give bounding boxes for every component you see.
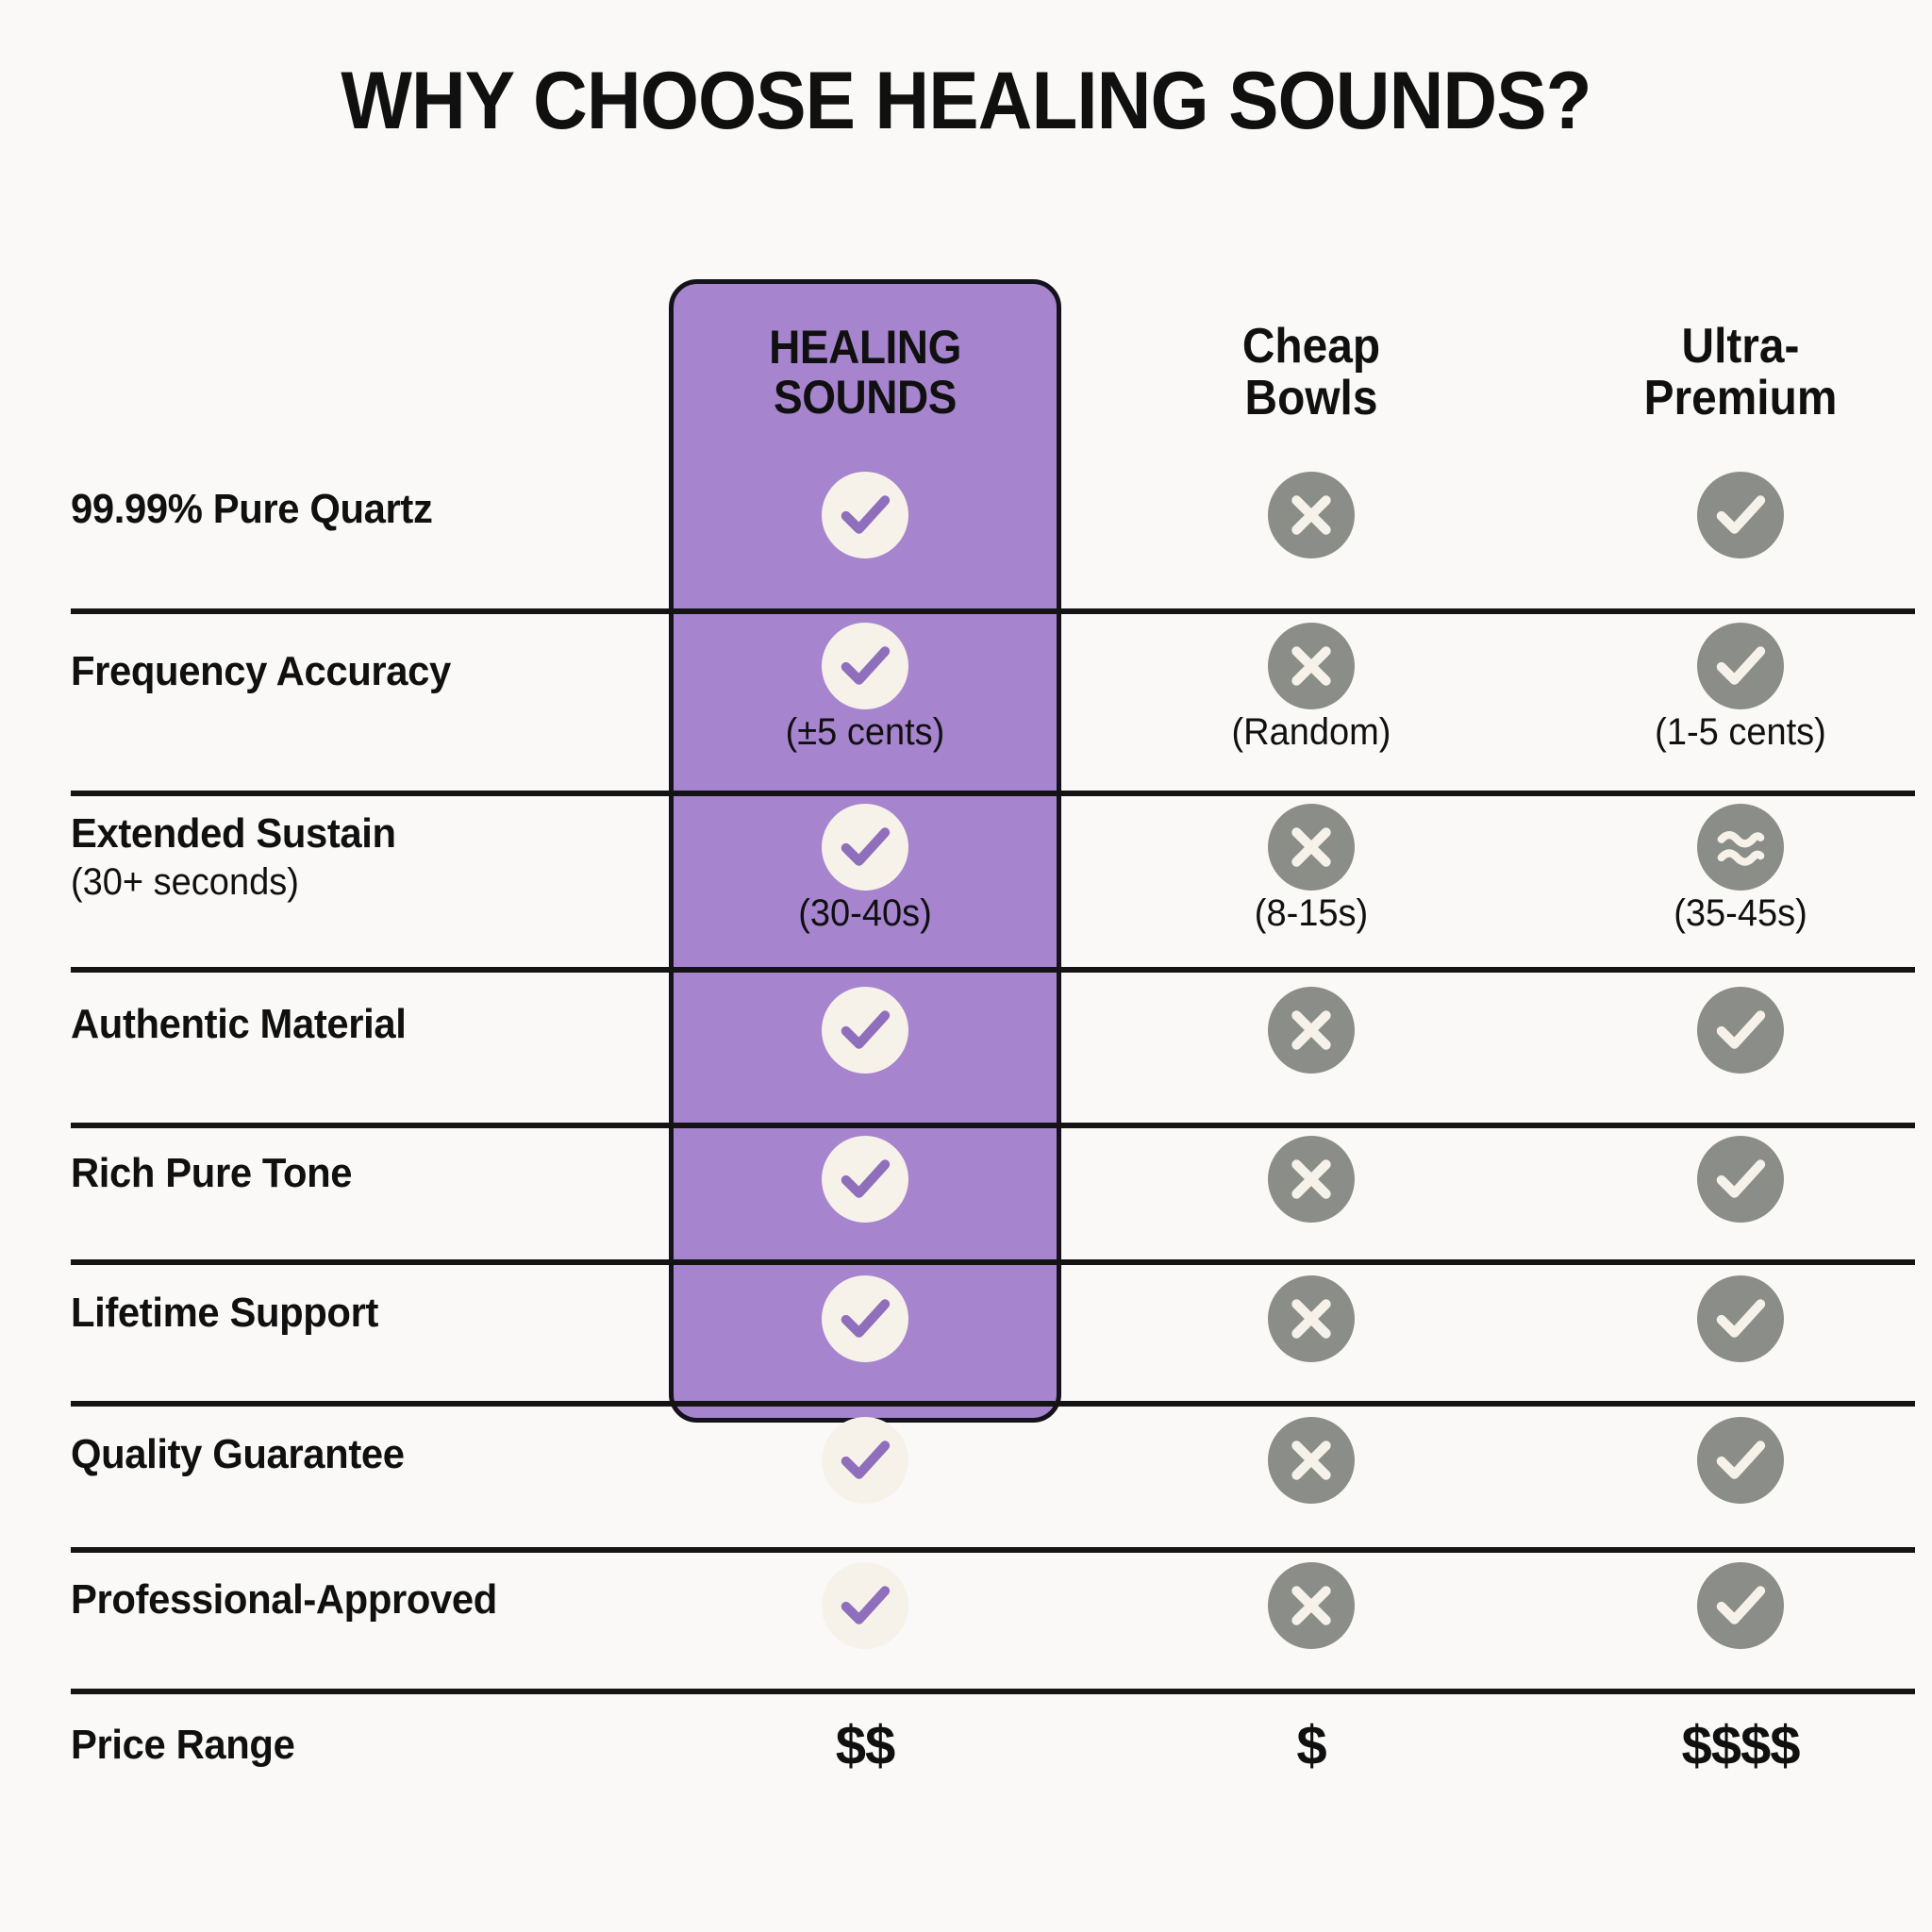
page-title: WHY CHOOSE HEALING SOUNDS? <box>341 56 1591 146</box>
cell-note: (35-45s) <box>1674 892 1807 934</box>
row-divider <box>71 1547 1915 1553</box>
cell-cheap_bowls <box>1113 1136 1509 1223</box>
cell-cheap_bowls: (8-15s) <box>1113 804 1509 934</box>
cell-cheap_bowls <box>1113 1417 1509 1504</box>
row-divider <box>71 791 1915 796</box>
column-header-line1: Cheap <box>1241 319 1381 374</box>
row-label-extended-sustain: Extended Sustain (30+ seconds) <box>71 810 637 904</box>
cell-note: (Random) <box>1231 711 1391 753</box>
row-label-text: Quality Guarantee <box>71 1431 405 1477</box>
column-header-line1: HEALING <box>769 321 961 374</box>
approx-icon <box>1697 804 1784 891</box>
row-label-text: Lifetime Support <box>71 1290 378 1336</box>
column-header-line2: Premium <box>1643 371 1838 426</box>
cell-note: (1-5 cents) <box>1655 711 1826 753</box>
cell-ultra_premium <box>1542 987 1932 1074</box>
check-icon <box>822 804 908 891</box>
row-label-authentic-material: Authentic Material <box>71 1001 637 1047</box>
check-icon <box>1697 1136 1784 1223</box>
row-label-99-99-pure-quartz: 99.99% Pure Quartz <box>71 486 637 532</box>
check-icon <box>1697 1275 1784 1362</box>
cell-cheap_bowls <box>1113 1275 1509 1362</box>
row-label-price-range: Price Range <box>71 1722 637 1768</box>
cell-cheap_bowls <box>1113 987 1509 1074</box>
cell-healing_sounds: (30-40s) <box>669 804 1061 934</box>
cross-icon <box>1268 804 1355 891</box>
cell-healing_sounds <box>669 1275 1061 1362</box>
row-label-frequency-accuracy: Frequency Accuracy <box>71 648 637 694</box>
cell-ultra_premium <box>1542 1275 1932 1362</box>
row-label-text: Price Range <box>71 1722 295 1768</box>
cell-note: (30-40s) <box>798 892 932 934</box>
column-header-line1: Ultra- <box>1681 319 1800 374</box>
cell-cheap_bowls <box>1113 1562 1509 1649</box>
row-label-text: Professional-Approved <box>71 1576 497 1623</box>
cell-ultra_premium: (35-45s) <box>1542 804 1932 934</box>
cell-healing_sounds <box>669 1417 1061 1504</box>
cell-cheap_bowls: $ <box>1113 1719 1509 1774</box>
check-icon <box>822 472 908 558</box>
cross-icon <box>1268 1417 1355 1504</box>
cross-icon <box>1268 623 1355 709</box>
row-divider <box>71 1689 1915 1694</box>
check-icon <box>822 623 908 709</box>
column-header-healing-sounds: HEALING SOUNDS <box>685 323 1046 423</box>
cross-icon <box>1268 1562 1355 1649</box>
cell-note: (8-15s) <box>1254 892 1369 934</box>
column-header-ultra-premium: Ultra- Premium <box>1558 319 1923 426</box>
cell-ultra_premium: (1-5 cents) <box>1542 623 1932 753</box>
row-divider <box>71 1401 1915 1407</box>
check-icon <box>822 1275 908 1362</box>
cell-ultra_premium: $$$$ <box>1542 1719 1932 1774</box>
row-label-quality-guarantee: Quality Guarantee <box>71 1431 637 1477</box>
table-header-row: HEALING SOUNDS Cheap Bowls Ultra- Premiu… <box>0 304 1932 445</box>
check-icon <box>1697 1562 1784 1649</box>
price-range-value: $$$$ <box>1681 1715 1800 1776</box>
column-header-cheap-bowls: Cheap Bowls <box>1129 319 1493 426</box>
row-label-text: Frequency Accuracy <box>71 648 451 694</box>
check-icon <box>822 1562 908 1649</box>
cross-icon <box>1268 472 1355 558</box>
check-icon <box>1697 987 1784 1074</box>
row-label-rich-pure-tone: Rich Pure Tone <box>71 1150 637 1196</box>
check-icon <box>1697 623 1784 709</box>
check-icon <box>822 987 908 1074</box>
cell-healing_sounds <box>669 1136 1061 1223</box>
row-label-lifetime-support: Lifetime Support <box>71 1290 637 1336</box>
row-label-text: Extended Sustain <box>71 810 396 857</box>
row-divider <box>71 1123 1915 1128</box>
check-icon <box>822 1417 908 1504</box>
check-icon <box>1697 1417 1784 1504</box>
check-icon <box>1697 472 1784 558</box>
cell-note: (±5 cents) <box>785 711 945 753</box>
cell-healing_sounds <box>669 472 1061 558</box>
row-label-professional-approved: Professional-Approved <box>71 1576 637 1623</box>
price-range-value: $ <box>1296 1715 1326 1776</box>
cell-healing_sounds: (±5 cents) <box>669 623 1061 753</box>
row-label-text: 99.99% Pure Quartz <box>71 486 433 532</box>
cross-icon <box>1268 1275 1355 1362</box>
cross-icon <box>1268 987 1355 1074</box>
row-label-text: Rich Pure Tone <box>71 1150 353 1196</box>
column-header-line2: SOUNDS <box>773 371 958 424</box>
cell-cheap_bowls <box>1113 472 1509 558</box>
column-header-line2: Bowls <box>1244 371 1378 426</box>
row-divider <box>71 1259 1915 1265</box>
row-divider <box>71 967 1915 973</box>
row-sublabel-text: (30+ seconds) <box>71 861 299 904</box>
cell-healing_sounds <box>669 1562 1061 1649</box>
cell-healing_sounds <box>669 987 1061 1074</box>
cell-cheap_bowls: (Random) <box>1113 623 1509 753</box>
price-range-value: $$ <box>835 1715 896 1776</box>
cell-healing_sounds: $$ <box>669 1719 1061 1774</box>
check-icon <box>822 1136 908 1223</box>
cell-ultra_premium <box>1542 472 1932 558</box>
row-divider <box>71 608 1915 614</box>
cross-icon <box>1268 1136 1355 1223</box>
cell-ultra_premium <box>1542 1417 1932 1504</box>
cell-ultra_premium <box>1542 1136 1932 1223</box>
cell-ultra_premium <box>1542 1562 1932 1649</box>
row-label-text: Authentic Material <box>71 1001 407 1047</box>
